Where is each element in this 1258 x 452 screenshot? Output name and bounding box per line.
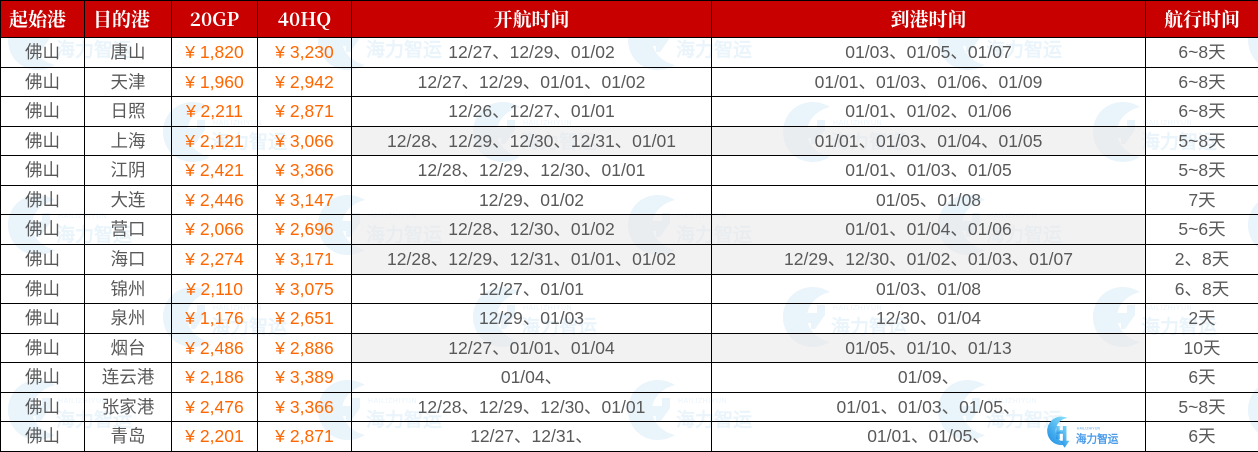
- svg-text:海力智运: 海力智运: [1076, 432, 1119, 445]
- svg-text:HAILIZHIYUN: HAILIZHIYUN: [1077, 426, 1101, 430]
